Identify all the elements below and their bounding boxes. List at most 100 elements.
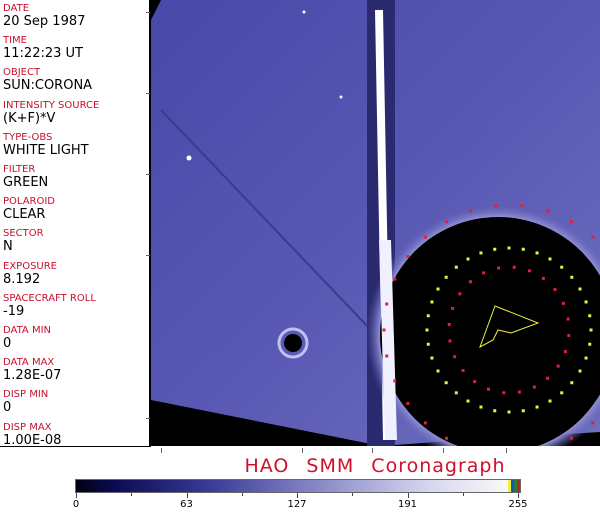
axis-tick [372,448,373,453]
axis-tick [146,12,150,13]
red-marker [451,306,455,310]
bright-spot [284,334,302,352]
red-marker [546,376,550,380]
occulter-disk [380,217,600,453]
field-date: DATE 20 Sep 1987 [3,3,85,29]
yellow-marker [548,257,552,261]
star [186,155,192,161]
colorbar-cap-green [514,480,517,492]
field-label: DATE [3,3,30,14]
yellow-marker [426,314,430,318]
red-marker [497,266,501,270]
colorbar-tick [186,493,188,498]
field-value: (K+F)*V [3,110,56,126]
bright-spot-ring [277,327,309,359]
sun-outline [479,305,540,349]
yellow-marker [560,391,564,395]
red-marker [561,301,565,305]
field-value: 11:22:23 UT [3,46,83,62]
red-marker [423,421,427,425]
colorbar-tick [297,493,298,498]
yellow-marker [436,287,440,291]
axis-tick [146,174,150,175]
yellow-marker [466,257,470,261]
yellow-marker [426,342,430,346]
field-value: CLEAR [3,207,46,223]
yellow-marker [430,300,434,304]
field-disp-min: DISP MIN 0 [3,389,48,415]
field-exposure: EXPOSURE 8.192 [3,261,57,287]
field-polaroid: POLAROID CLEAR [3,196,55,222]
red-marker [468,209,472,213]
field-value: 0 [3,400,12,416]
colorbar-tick [352,493,354,496]
yellow-marker [444,275,448,279]
red-marker [385,354,389,358]
colorbar-label: 127 [287,499,307,510]
red-marker [385,302,389,306]
yellow-marker [430,356,434,360]
axis-tick [146,418,150,419]
field-label: POLAROID [3,196,56,208]
field-value: 0 [3,336,12,351]
axis-tick [302,448,303,453]
red-marker [473,380,477,384]
red-marker [393,379,397,383]
yellow-marker [493,409,497,413]
yellow-marker [535,405,539,409]
red-marker [406,255,410,259]
red-marker [517,390,521,394]
field-type-obs: TYPE-OBS WHITE LIGHT [3,132,89,158]
red-marker [563,350,567,354]
field-label: DATA MAX [3,357,55,369]
yellow-marker [584,300,588,304]
red-marker [528,269,532,273]
colorbar-cap-blue [511,480,514,492]
colorbar-tick [462,493,464,496]
yellow-marker [507,246,511,250]
field-label: TIME [3,35,28,47]
yellow-marker [479,405,483,409]
axis-tick [146,93,150,94]
yellow-marker [521,409,525,413]
yellow-marker [466,399,470,403]
red-marker [461,368,465,372]
field-value: GREEN [3,175,49,190]
field-label: INTENSITY SOURCE [3,99,100,111]
red-marker [502,391,506,395]
field-label: DATA MIN [3,325,51,336]
red-marker [570,220,573,224]
colorbar-label: 255 [508,499,528,510]
yellow-marker [425,328,429,332]
red-marker [447,323,451,327]
instrument-title: HAO SMM Coronagraph [244,455,506,477]
yellow-marker [588,314,592,318]
header-info-panel: DATE 20 Sep 1987 TIME 11:22:23 UT OBJECT SUN:… [0,0,151,448]
field-value: N [3,239,13,255]
field-label: SPACECRAFT ROLL [3,292,96,304]
axis-tick [146,255,150,256]
field-sector: SECTOR N [3,228,44,254]
red-marker [570,436,573,440]
colorbar-label: 191 [397,499,418,510]
grid-markers [382,204,595,440]
red-marker [494,204,498,208]
red-marker [546,209,550,213]
yellow-marker [570,275,574,279]
red-marker [458,292,462,296]
red-marker [486,387,490,391]
diagonal-streak [160,109,372,331]
field-label: FILTER [3,164,36,175]
red-marker [445,436,448,440]
colorbar-tick [518,493,519,498]
red-marker [512,265,516,269]
field-disp-max: DISP MAX 1.00E-08 [3,422,61,448]
red-marker [423,235,427,239]
yellow-marker [588,342,592,346]
yellow-marker [507,410,511,414]
field-value: 20 Sep 1987 [3,14,86,29]
red-marker [532,385,536,389]
colorbar [75,479,521,493]
red-marker [453,355,457,359]
red-marker [382,328,386,332]
